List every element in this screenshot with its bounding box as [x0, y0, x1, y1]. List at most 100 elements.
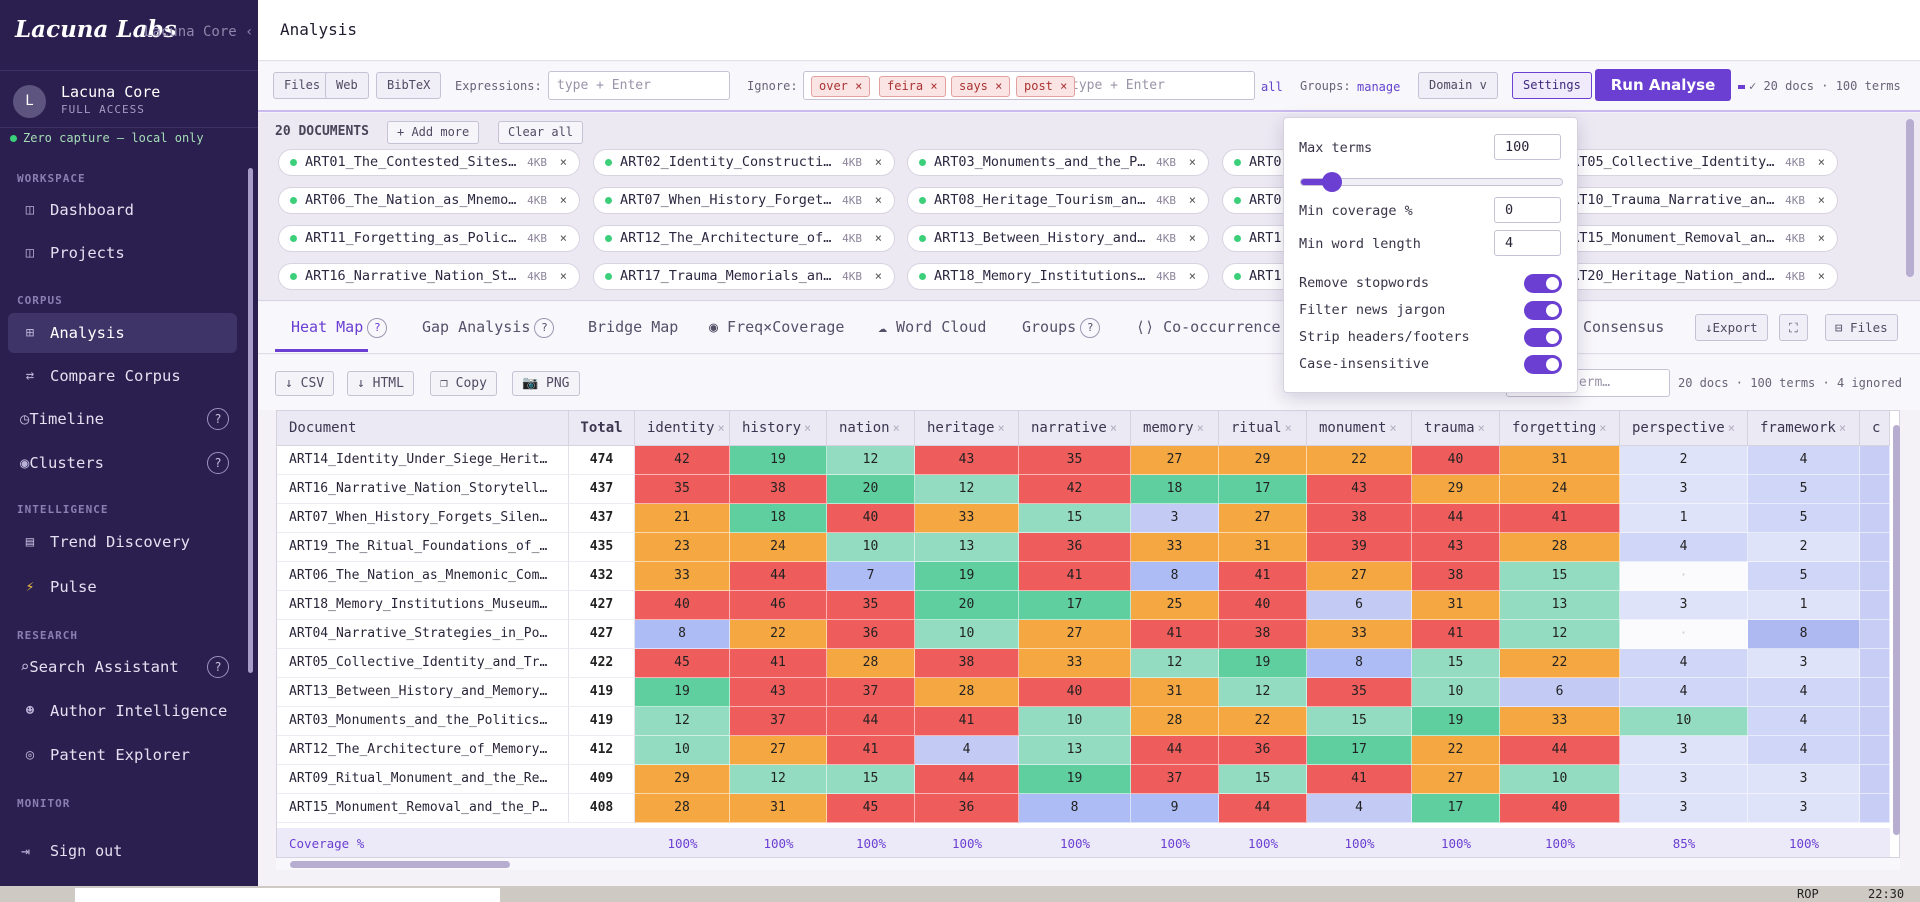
ignore-chip[interactable]: feira ×	[879, 76, 946, 97]
workspace-switcher[interactable]: Lacuna Core ‹	[144, 24, 254, 40]
heat-cell[interactable]: 41	[1307, 765, 1412, 794]
max-terms-input[interactable]: 100	[1494, 134, 1561, 160]
heat-cell[interactable]: 35	[827, 591, 915, 620]
heat-cell[interactable]: 35	[1307, 678, 1412, 707]
remove-stopwords-toggle[interactable]	[1524, 274, 1562, 293]
heat-cell[interactable]: 38	[1412, 562, 1500, 591]
heat-cell[interactable]: 10	[1620, 707, 1748, 736]
heat-cell[interactable]: 27	[1131, 446, 1219, 475]
document-name-cell[interactable]: ART06_The_Nation_as_Mnemonic_Com…	[277, 562, 569, 591]
heat-cell[interactable]: 40	[635, 591, 730, 620]
term-column-header[interactable]: monument ×	[1307, 411, 1412, 446]
heat-cell[interactable]	[1860, 591, 1890, 620]
max-terms-slider[interactable]	[1300, 172, 1563, 192]
ignore-all-link[interactable]: all	[1261, 80, 1283, 94]
document-chip[interactable]: ART16_Narrative_Nation_St… 4KB ×	[278, 263, 580, 290]
term-column-header[interactable]: narrative ×	[1019, 411, 1131, 446]
document-chip[interactable]: ART18_Memory_Institutions… 4KB ×	[907, 263, 1209, 290]
remove-document-icon[interactable]: ×	[1188, 231, 1196, 245]
filter-news-jargon-toggle[interactable]	[1524, 301, 1562, 320]
heat-cell[interactable]: 33	[1307, 620, 1412, 649]
document-name-cell[interactable]: ART12_The_Architecture_of_Memory…	[277, 736, 569, 765]
remove-term-icon[interactable]: ×	[892, 421, 900, 435]
heat-cell[interactable]: 18	[1131, 475, 1219, 504]
min-word-length-input[interactable]: 4	[1494, 230, 1561, 256]
export-button[interactable]: ↓Export	[1695, 314, 1768, 341]
heat-cell[interactable]: 27	[1219, 504, 1307, 533]
heat-cell[interactable]: 1	[1620, 504, 1748, 533]
heat-cell[interactable]	[1860, 475, 1890, 504]
heat-cell[interactable]: 3	[1131, 504, 1219, 533]
heat-cell[interactable]: 12	[1131, 649, 1219, 678]
heat-cell[interactable]	[1860, 736, 1890, 765]
document-chip[interactable]: ART03_Monuments_and_the_P… 4KB ×	[907, 149, 1209, 176]
heat-cell[interactable]: 43	[730, 678, 827, 707]
heat-cell[interactable]: 29	[1219, 446, 1307, 475]
user-card[interactable]: L Lacuna Core FULL ACCESS	[0, 70, 258, 128]
sidebar-item-search-assistant[interactable]: ⌕Search Assistant?	[8, 647, 237, 687]
heat-cell[interactable]: 17	[1219, 475, 1307, 504]
heat-cell[interactable]	[1860, 794, 1890, 823]
web-button[interactable]: Web	[325, 72, 369, 99]
heat-cell[interactable]: 46	[730, 591, 827, 620]
remove-term-icon[interactable]: ×	[804, 421, 812, 435]
heat-cell[interactable]: 24	[1500, 475, 1620, 504]
sidebar-item-trend-discovery[interactable]: ▤ Trend Discovery	[8, 522, 237, 562]
heat-cell[interactable]: 28	[1131, 707, 1219, 736]
term-column-header[interactable]: c	[1860, 411, 1890, 446]
document-chip[interactable]: ART07_When_History_Forget… 4KB ×	[593, 187, 895, 214]
heat-cell[interactable]: 3	[1748, 649, 1860, 678]
document-name-cell[interactable]: ART16_Narrative_Nation_Storytell…	[277, 475, 569, 504]
ignore-chip[interactable]: over ×	[811, 76, 871, 97]
heat-cell[interactable]: 27	[1412, 765, 1500, 794]
remove-term-icon[interactable]: ×	[1389, 421, 1397, 435]
heat-cell[interactable]: 41	[1500, 504, 1620, 533]
sidebar-item-projects[interactable]: ◫ Projects	[8, 233, 237, 273]
remove-term-icon[interactable]: ×	[717, 421, 725, 435]
document-name-cell[interactable]: ART15_Monument_Removal_and_the_P…	[277, 794, 569, 823]
remove-term-icon[interactable]: ×	[1284, 421, 1292, 435]
heat-cell[interactable]: 10	[1019, 707, 1131, 736]
heat-cell[interactable]: 40	[827, 504, 915, 533]
heat-cell[interactable]: 40	[1019, 678, 1131, 707]
heat-cell[interactable]: 33	[635, 562, 730, 591]
heat-cell[interactable]: 4	[1748, 446, 1860, 475]
files-panel-button[interactable]: ⊟ Files	[1825, 314, 1898, 341]
heat-cell[interactable]: 17	[1307, 736, 1412, 765]
heat-cell[interactable]: 7	[827, 562, 915, 591]
heat-cell[interactable]: 17	[1019, 591, 1131, 620]
heat-cell[interactable]: 41	[730, 649, 827, 678]
remove-document-icon[interactable]: ×	[1188, 155, 1196, 169]
export-html-button[interactable]: ↓ HTML	[347, 371, 414, 396]
heat-cell[interactable]: 5	[1748, 475, 1860, 504]
heat-cell[interactable]: 10	[827, 533, 915, 562]
heat-cell[interactable]: 31	[1131, 678, 1219, 707]
heat-cell[interactable]: 4	[1620, 649, 1748, 678]
heat-cell[interactable]: 13	[1500, 591, 1620, 620]
remove-document-icon[interactable]: ×	[559, 155, 567, 169]
heat-cell[interactable]: 42	[1019, 475, 1131, 504]
heat-cell[interactable]: 20	[827, 475, 915, 504]
heat-cell[interactable]: 4	[1748, 707, 1860, 736]
heat-cell[interactable]: 5	[1748, 562, 1860, 591]
document-column-header[interactable]: Document	[277, 411, 569, 446]
heat-cell[interactable]	[1860, 446, 1890, 475]
heat-cell[interactable]: 22	[1500, 649, 1620, 678]
heat-cell[interactable]	[1860, 533, 1890, 562]
heat-cell[interactable]: 28	[1500, 533, 1620, 562]
heat-cell[interactable]: 28	[635, 794, 730, 823]
heat-cell[interactable]: 44	[827, 707, 915, 736]
heat-cell[interactable]: 41	[1412, 620, 1500, 649]
help-icon[interactable]: ?	[534, 318, 555, 338]
heat-cell[interactable]: 5	[1748, 504, 1860, 533]
heat-cell[interactable]: 29	[635, 765, 730, 794]
heat-cell[interactable]: 19	[730, 446, 827, 475]
manage-groups-link[interactable]: manage	[1357, 80, 1401, 94]
heat-cell[interactable]: 40	[1500, 794, 1620, 823]
heat-cell[interactable]: 43	[1307, 475, 1412, 504]
heat-cell[interactable]: 42	[635, 446, 730, 475]
heat-cell[interactable]: 36	[1219, 736, 1307, 765]
heat-cell[interactable]: 37	[1131, 765, 1219, 794]
export-png-button[interactable]: 📷 PNG	[512, 371, 580, 396]
document-chip[interactable]: ART12_The_Architecture_of… 4KB ×	[593, 225, 895, 252]
